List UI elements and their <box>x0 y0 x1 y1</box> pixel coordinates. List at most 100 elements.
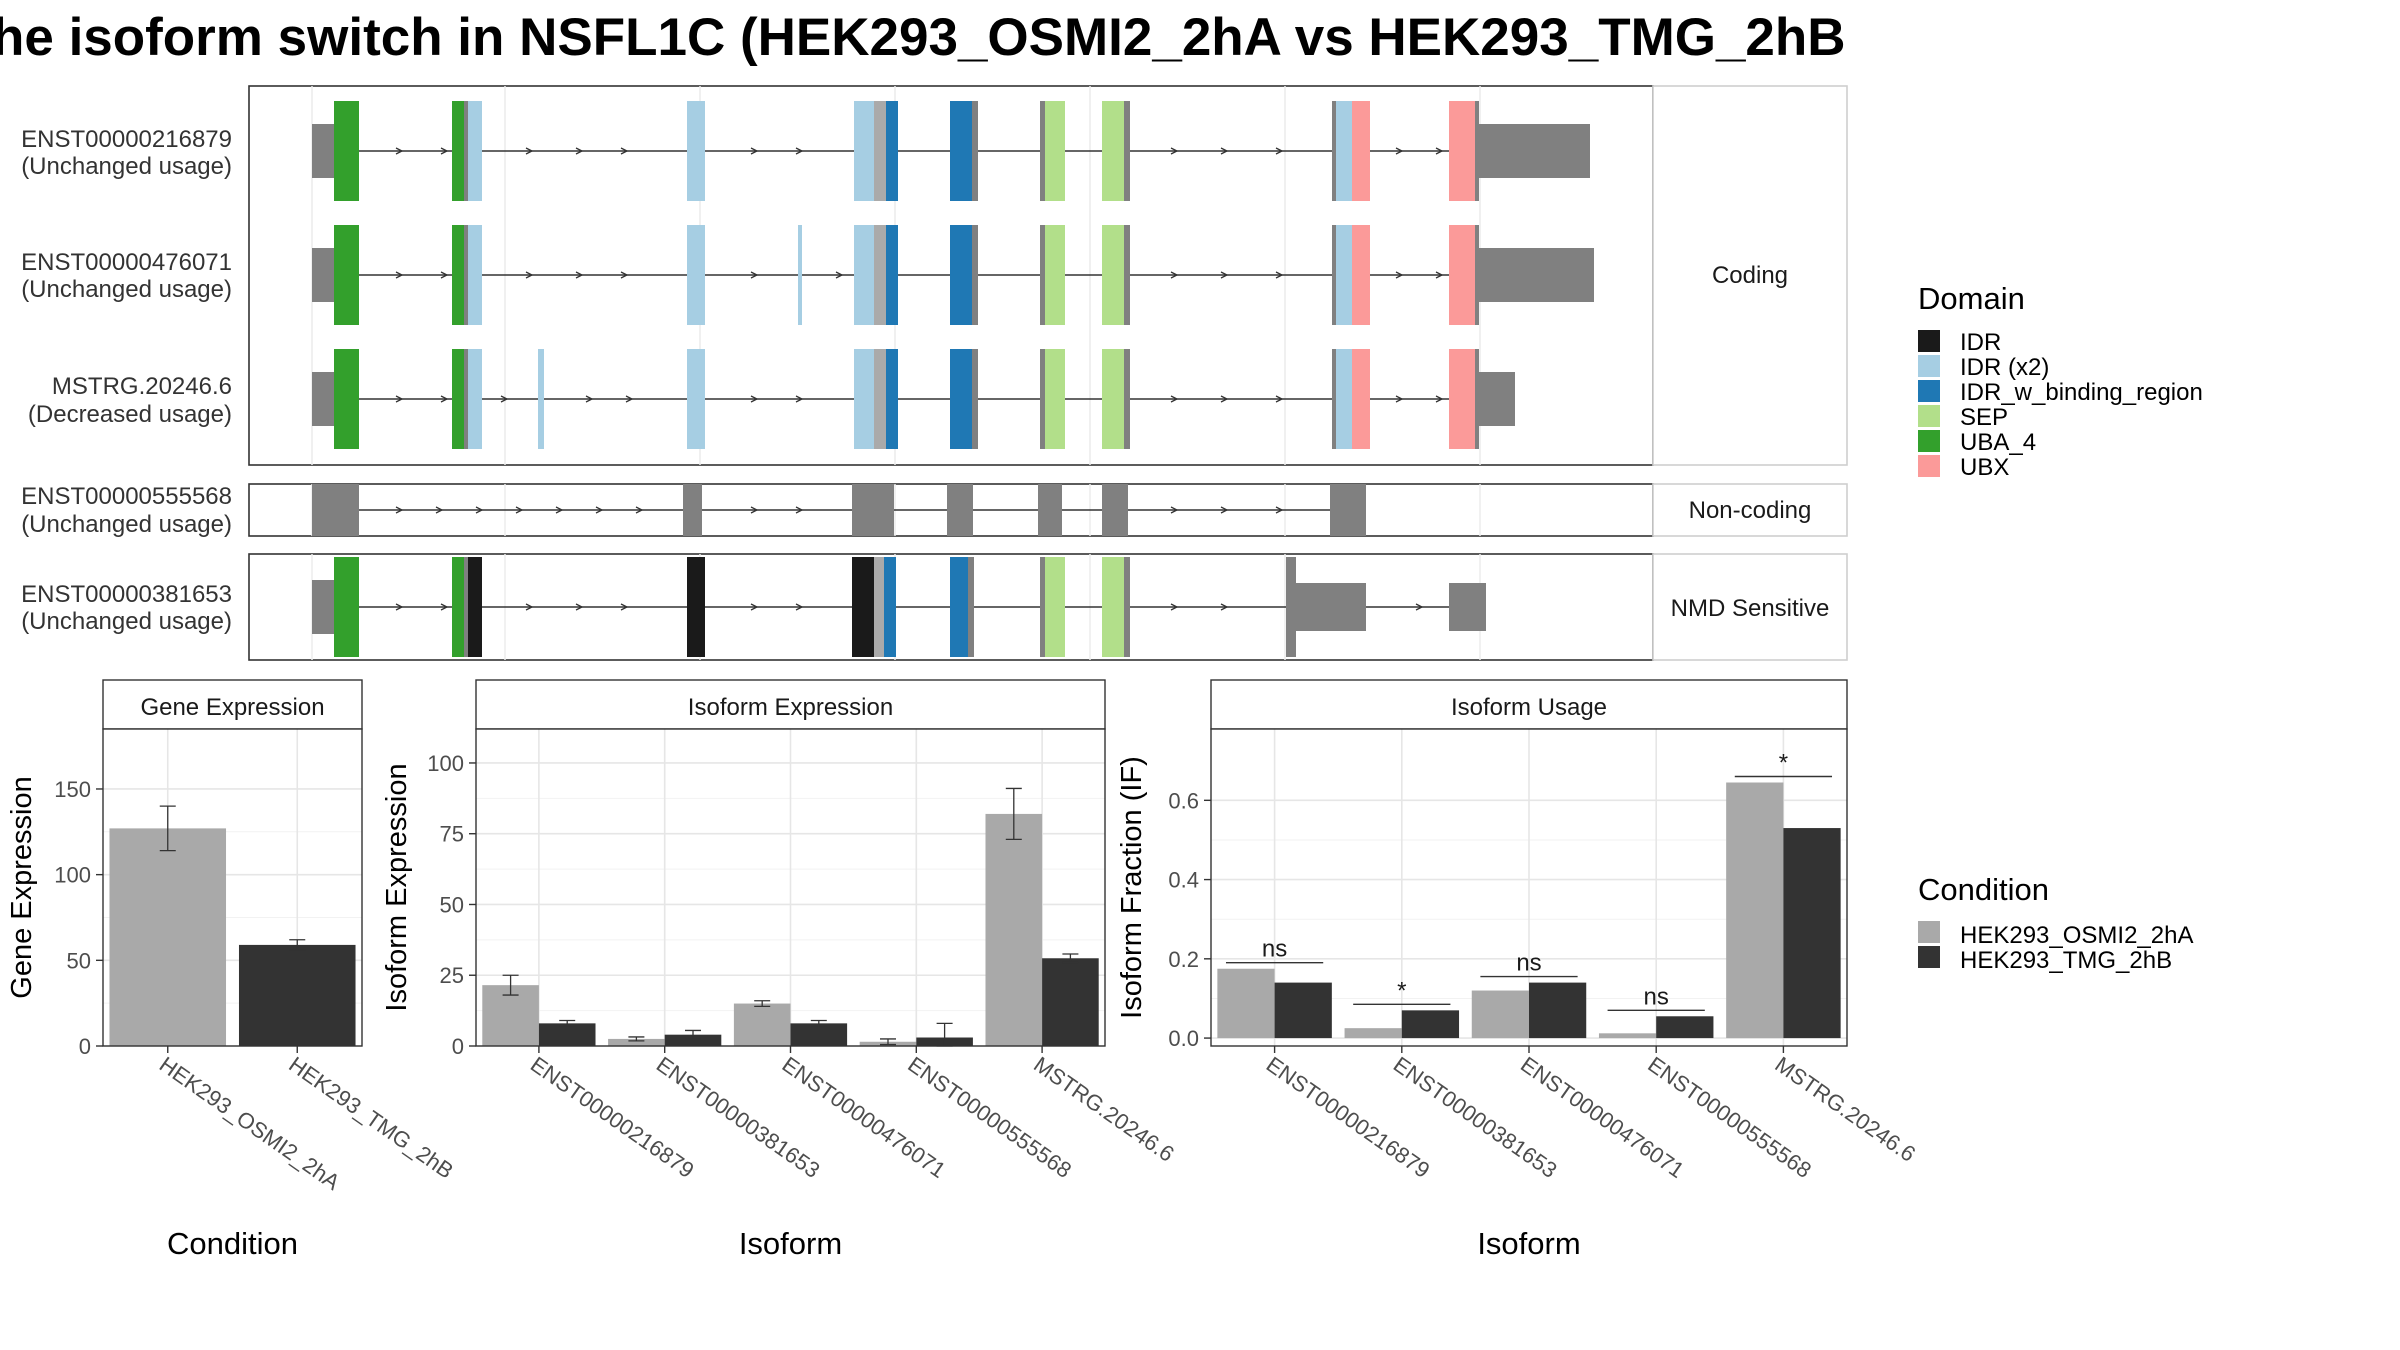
legend-swatch-sep <box>1918 405 1940 427</box>
bar-chart-2: Isoform Expression0255075100ENST00000216… <box>381 679 1179 1261</box>
exon <box>950 557 968 657</box>
exon <box>1336 101 1352 201</box>
isoform-label-1-usage: (Unchanged usage) <box>21 153 232 180</box>
strand-arrow <box>515 506 524 514</box>
exon <box>1102 225 1124 325</box>
legend-swatch-cond1 <box>1918 921 1940 943</box>
exon <box>886 225 898 325</box>
exon <box>852 484 894 536</box>
strand-arrow <box>1415 603 1424 611</box>
exon <box>947 484 973 536</box>
strand-arrow <box>1395 147 1404 155</box>
exon <box>950 349 972 449</box>
bar <box>1529 982 1587 1039</box>
strand-arrow <box>525 271 534 279</box>
exon <box>1045 225 1065 325</box>
y-tick-label: 0 <box>452 1034 464 1059</box>
isoform-label-3-usage: (Decreased usage) <box>28 401 232 428</box>
legend-label-ubx: UBX <box>1960 454 2009 481</box>
exon <box>854 101 874 201</box>
significance-label: ns <box>1262 936 1287 963</box>
strand-arrow <box>575 603 584 611</box>
exon <box>1449 225 1475 325</box>
noncoding-strip <box>1652 483 1848 537</box>
exon <box>1330 484 1366 536</box>
exon <box>1336 349 1352 449</box>
strand-arrow <box>635 506 644 514</box>
exon <box>452 349 464 449</box>
strand-arrow <box>435 506 444 514</box>
exon <box>538 349 544 449</box>
significance-label: * <box>1397 977 1406 1004</box>
strand-arrow <box>835 271 844 279</box>
exon <box>1040 101 1045 201</box>
exon <box>886 101 898 201</box>
chart-title: Isoform Usage <box>1451 694 1607 721</box>
strand-arrow <box>440 603 449 611</box>
exon <box>1045 349 1065 449</box>
exon <box>334 101 359 201</box>
strand-arrow <box>585 395 594 403</box>
legend-label-idr: IDR <box>1960 329 2001 356</box>
significance-label: ns <box>1644 983 1669 1010</box>
legend-label-uba4: UBA_4 <box>1960 429 2036 456</box>
transcript-ENST00000216879 <box>312 101 1590 201</box>
strand-arrow <box>1170 147 1179 155</box>
y-axis-title: Isoform Expression <box>381 763 413 1011</box>
y-tick-label: 0.0 <box>1168 1026 1199 1051</box>
strand-arrow <box>620 603 629 611</box>
strand-arrow <box>1220 147 1229 155</box>
exon <box>1449 349 1475 449</box>
strand-arrow <box>555 506 564 514</box>
strand-arrow <box>1220 395 1229 403</box>
bar <box>664 1034 722 1046</box>
y-axis-title: Isoform Fraction (IF) <box>1116 756 1148 1019</box>
isoform-labels: ENST00000216879 (Unchanged usage) ENST00… <box>21 126 232 635</box>
strand-arrow <box>620 147 629 155</box>
transcripts <box>312 101 1594 657</box>
exon <box>972 101 978 201</box>
exon <box>874 225 886 325</box>
exon <box>1124 349 1130 449</box>
exon <box>452 101 464 201</box>
exon <box>1332 225 1336 325</box>
exon <box>1332 101 1336 201</box>
y-tick-label: 75 <box>440 822 464 847</box>
exon <box>464 101 468 201</box>
isoform-label-2-id: ENST00000476071 <box>21 249 232 276</box>
exon <box>334 225 359 325</box>
strand-arrow <box>440 271 449 279</box>
exon <box>312 372 334 426</box>
x-axis-title: Condition <box>167 1226 298 1261</box>
exon <box>972 225 978 325</box>
exon <box>1479 124 1590 178</box>
chart-border <box>102 728 363 1047</box>
strand-arrow <box>1170 271 1179 279</box>
isoform-label-2-usage: (Unchanged usage) <box>21 276 232 303</box>
exon <box>334 557 359 657</box>
legend-swatch-cond2 <box>1918 946 1940 968</box>
strand-arrow <box>795 395 804 403</box>
y-tick-label: 0 <box>79 1034 91 1059</box>
x-axis-title: Isoform <box>1477 1226 1580 1261</box>
legend-label-idr-x2: IDR (x2) <box>1960 354 2049 381</box>
strand-arrow <box>795 603 804 611</box>
strand-arrow <box>1275 271 1284 279</box>
bar <box>1274 982 1332 1039</box>
exon <box>950 225 972 325</box>
strand-arrow <box>1275 395 1284 403</box>
legend-swatch-idr-binding <box>1918 380 1940 402</box>
strand-arrow <box>750 603 759 611</box>
exon <box>1296 583 1366 631</box>
chart-title: Gene Expression <box>140 694 324 721</box>
exon <box>464 349 468 449</box>
legend-label-sep: SEP <box>1960 404 2008 431</box>
isoform-label-5-id: ENST00000381653 <box>21 581 232 608</box>
exon <box>1479 248 1594 302</box>
bar <box>1042 958 1099 1046</box>
exon <box>1102 557 1124 657</box>
exon <box>452 225 464 325</box>
strand-arrow <box>1275 147 1284 155</box>
exon <box>874 557 884 657</box>
bar <box>1471 990 1529 1039</box>
